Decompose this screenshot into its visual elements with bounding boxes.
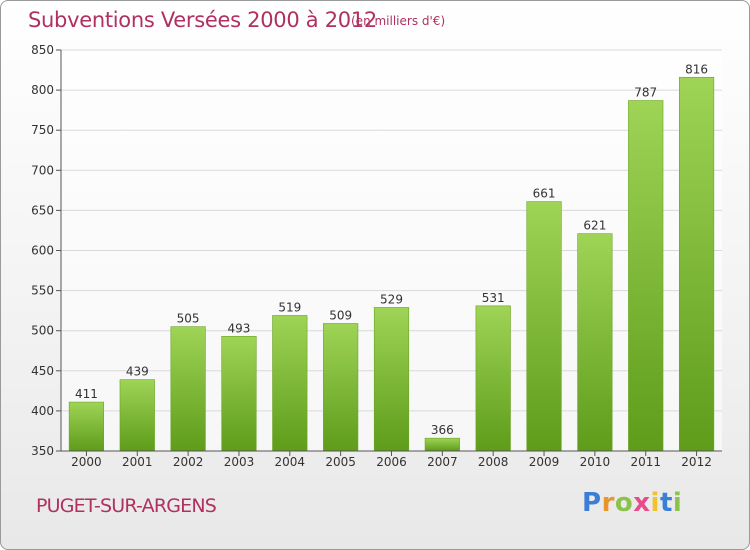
bar (526, 201, 562, 452)
bar-value-label: 505 (177, 312, 200, 326)
bar-value-label: 816 (685, 62, 708, 76)
bar (628, 100, 664, 452)
x-tick-label: 2002 (173, 455, 204, 469)
bar-value-label: 529 (380, 292, 403, 306)
y-tick-label: 550 (31, 284, 54, 298)
bar-value-label: 519 (278, 300, 301, 314)
x-tick-label: 2000 (71, 455, 102, 469)
chart-subtitle: (en milliers d'€) (351, 14, 446, 28)
bar-value-label: 787 (634, 86, 657, 100)
logo-letter: t (659, 488, 673, 518)
bar (424, 437, 460, 452)
proxiti-logo: Proxiti (582, 488, 682, 518)
bar (678, 76, 715, 452)
bar-value-label: 531 (482, 291, 505, 305)
y-tick-label: 850 (31, 43, 54, 57)
bar-value-label: 366 (431, 423, 454, 437)
bar-value-label: 509 (329, 308, 352, 322)
y-tick-label: 350 (31, 444, 54, 458)
logo-letter: x (633, 488, 651, 518)
x-tick-label: 2010 (580, 455, 611, 469)
x-tick-label: 2011 (630, 455, 661, 469)
bar (68, 401, 105, 452)
logo-letter: r (601, 488, 615, 518)
y-tick-label: 450 (31, 364, 54, 378)
x-tick-label: 2005 (325, 455, 356, 469)
logo-letter: i (650, 488, 660, 518)
bar (373, 307, 410, 452)
bar-value-label: 661 (533, 187, 556, 201)
y-tick-label: 650 (31, 203, 54, 217)
commune-name: PUGET-SUR-ARGENS (36, 495, 217, 517)
bar (170, 326, 206, 452)
logo-letter: i (672, 488, 683, 518)
chart-title: Subventions Versées 2000 à 2012 (28, 8, 377, 32)
bar (119, 379, 155, 452)
bar (272, 315, 308, 452)
y-tick-label: 600 (31, 244, 54, 258)
x-tick-label: 2007 (427, 455, 458, 469)
y-tick-label: 400 (31, 404, 54, 418)
y-tick-label: 500 (31, 324, 54, 338)
x-tick-label: 2003 (224, 455, 255, 469)
bar-value-label: 621 (583, 219, 606, 233)
logo-letter: o (614, 488, 634, 518)
bar (577, 233, 613, 452)
bar-value-label: 439 (126, 365, 149, 379)
x-tick-label: 2006 (376, 455, 407, 469)
bar-value-label: 411 (75, 387, 98, 401)
bar (323, 323, 359, 452)
x-tick-label: 2009 (529, 455, 560, 469)
bar-value-label: 493 (228, 321, 251, 335)
logo-letter: P (582, 488, 602, 518)
y-tick-label: 700 (31, 163, 54, 177)
y-tick-label: 750 (31, 123, 54, 137)
x-tick-label: 2001 (122, 455, 153, 469)
bar (475, 305, 511, 452)
y-tick-label: 800 (31, 83, 54, 97)
x-tick-label: 2012 (681, 455, 712, 469)
x-tick-label: 2004 (275, 455, 306, 469)
bar (221, 336, 257, 452)
x-tick-label: 2008 (478, 455, 509, 469)
